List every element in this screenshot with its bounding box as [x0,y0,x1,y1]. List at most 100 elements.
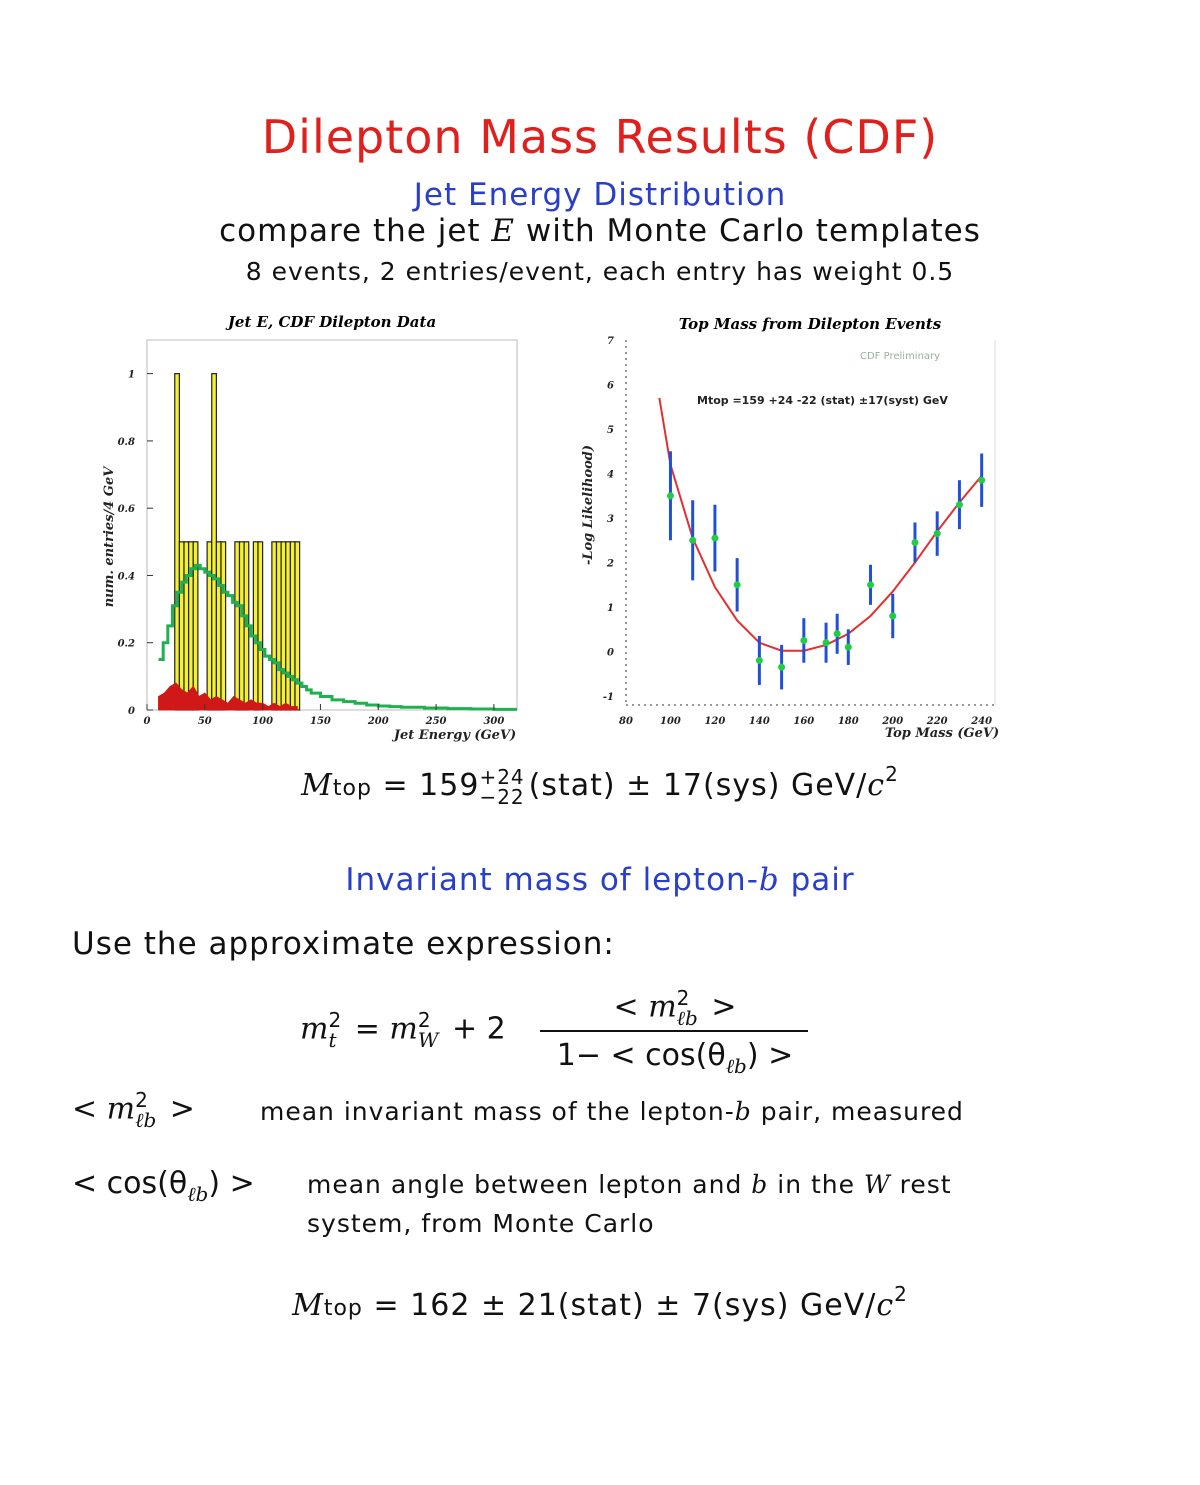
x-tick-label: 240 [970,716,992,727]
result-mtop-lepton-b: Mtop = 162 ± 21(stat) ± 7(sys) GeV/c2 [0,1282,1200,1323]
y-tick-label: 4 [607,470,614,481]
formula-mt: m [300,1011,329,1047]
data-point [867,581,875,589]
data-point [955,501,963,509]
def1-symbol: < m2 ℓb > [72,1090,195,1130]
histogram-bar [188,541,194,711]
inv-pre: Invariant mass of lepton- [345,862,759,898]
y-tick-label: 0.8 [118,437,135,448]
mtop1-value: 159 [419,768,480,803]
formula-mt-exp: 2 [328,1008,342,1032]
top-mass-likelihood-plot: Top Mass from Dilepton Events -Log Likel… [581,315,999,741]
y-tick-label: -1 [603,692,614,703]
chart1-ylabel: num. entries/4 GeV [102,465,117,608]
mtop1-minus: −22 [479,784,525,809]
def2-text-line2: system, from Monte Carlo [307,1209,655,1238]
y-tick-label: 0 [128,706,135,717]
compare-var: E [491,213,516,249]
compare-post: with Monte Carlo templates [515,213,981,249]
def2-text: mean angle between lepton and b in the W… [307,1170,952,1199]
mtop1-M: M [301,768,333,803]
chart2-annotation: Mtop =159 +24 -22 (stat) ±17(syst) GeV [697,394,948,407]
y-tick-label: 3 [607,514,614,525]
def2-text-mid: in the [768,1170,864,1199]
y-tick-label: 1 [128,370,135,381]
data-point [844,643,852,651]
def2-symbol: < cos(θℓb) > [72,1166,255,1207]
histogram-bar [257,541,264,711]
def2-sym: < cos(θ [72,1166,188,1201]
mtop1-plus: +24 [479,764,525,789]
y-tick-label: 0 [607,648,614,659]
x-tick-label: 100 [252,716,273,727]
x-tick-label: 0 [144,716,151,727]
histogram-bar [234,541,241,711]
def1-text: mean invariant mass of the lepton-b pair… [260,1097,964,1126]
chart2-xlabel: Top Mass (GeV) [885,726,999,741]
data-point [911,539,919,547]
data-point [778,663,786,671]
x-tick-label: 150 [310,716,331,727]
formula-eq: = [354,1011,380,1047]
def2-text-post: rest [890,1170,952,1199]
data-point [711,534,719,542]
x-tick-label: 120 [704,716,725,727]
histogram-bar [280,541,287,711]
y-tick-label: 1 [607,603,614,614]
def1-text-b: b [734,1097,752,1126]
histogram-bar [271,541,278,711]
y-tick-label: 0.6 [118,504,135,515]
def2-text-b: b [751,1170,769,1199]
section-title-jet-energy: Jet Energy Distribution [413,177,787,213]
def2-text-pre: mean angle between lepton and [307,1170,752,1199]
compare-line: compare the jet E with Monte Carlo templ… [0,213,1200,249]
def1-sym: < m [72,1091,136,1127]
formula-den-sub: ℓb [725,1054,747,1078]
histogram-bar [294,541,301,711]
data-point [800,636,808,644]
formula-mt-sub: t [328,1028,337,1052]
formula-num-exp: 2 [676,986,690,1010]
inv-b: b [758,862,780,898]
mtop1-exp: 2 [885,762,899,786]
mtop2-sub: top [323,1296,363,1321]
data-point [833,630,841,638]
x-tick-label: 50 [198,716,212,727]
fit-curve [658,397,983,652]
formula-denominator: 1− < cos(θℓb) > [540,1038,810,1079]
formula-fraction-bar [540,1030,808,1032]
data-point [666,492,674,500]
slide-title: Dilepton Mass Results (CDF) [261,110,939,164]
x-tick-label: 140 [749,716,770,727]
data-point [689,536,697,544]
chart2-title: Top Mass from Dilepton Events [679,315,942,333]
histogram-bar [275,541,282,711]
formula-den: 1− < cos(θ [556,1038,726,1073]
mtop1-c: c [867,768,886,803]
mass-formula: m2 t = m2 W + 2 < m2 ℓb > 1− < cos(θℓb) > [300,988,840,1078]
data-point [822,639,830,647]
histogram-bar [211,373,217,711]
def1-text-pre: mean invariant mass of the lepton- [260,1097,735,1126]
mtop1-rest: (stat) ± 17(sys) GeV/ [528,768,868,803]
x-tick-label: 180 [838,716,859,727]
def1-close: > [160,1091,195,1127]
y-tick-label: 5 [607,425,614,436]
mtop2-M: M [292,1288,324,1323]
mc-template-line [158,563,517,711]
events-line: 8 events, 2 entries/event, each entry ha… [245,257,955,286]
histogram-bar [238,541,245,711]
x-tick-label: 100 [660,716,681,727]
mtop1-eq: = [382,768,409,803]
formula-plus2: + 2 [451,1011,506,1047]
x-tick-label: 250 [425,716,447,727]
histogram-bar [285,541,291,711]
mtop2-exp: 2 [894,1282,908,1306]
formula-den-close: ) > [746,1038,794,1073]
formula-mw-exp: 2 [417,1008,431,1032]
def2-sub: ℓb [187,1182,209,1206]
formula-num-close: > [701,989,737,1025]
mtop2-eq: = [373,1288,400,1323]
data-point [755,656,763,664]
x-tick-label: 220 [926,716,948,727]
